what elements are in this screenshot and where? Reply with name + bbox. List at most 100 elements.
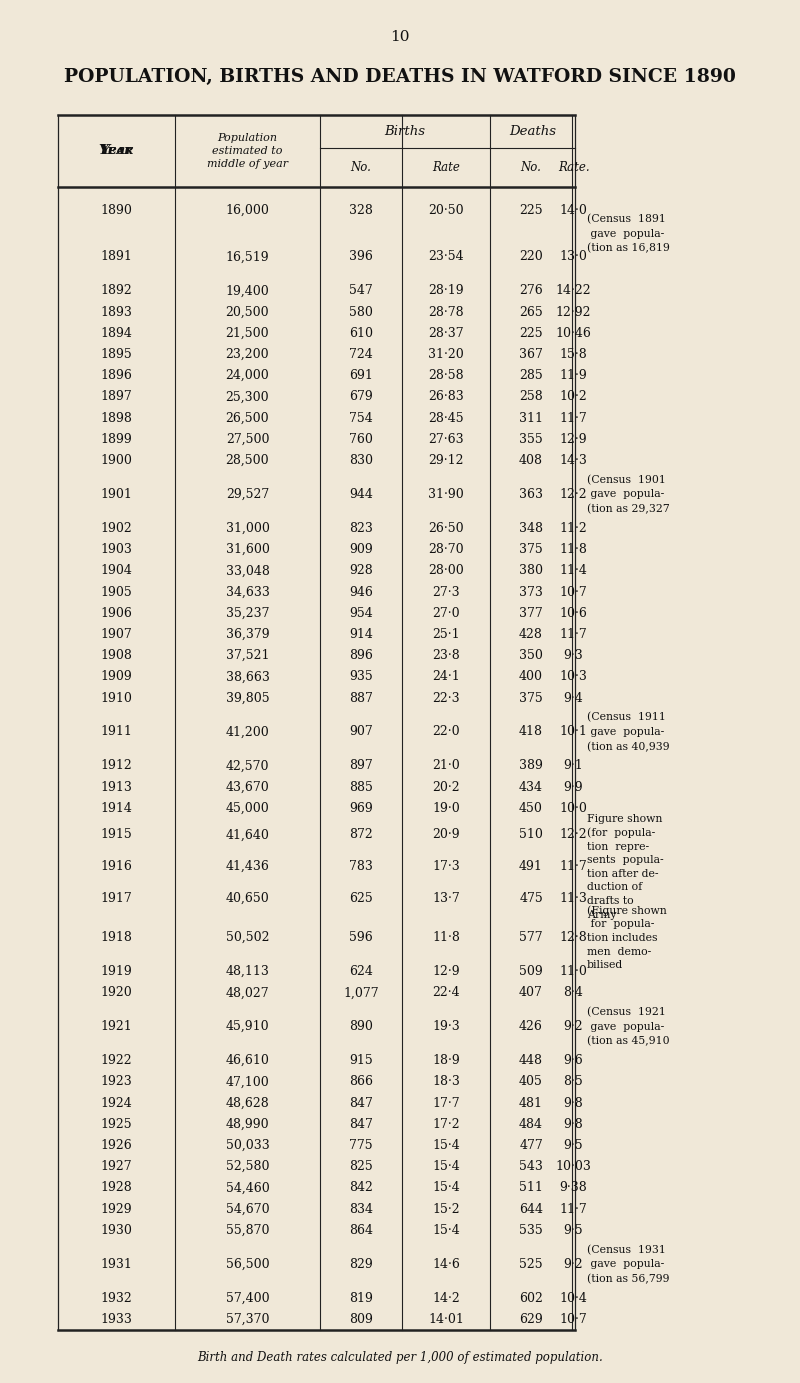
Text: 20,500: 20,500 (226, 306, 270, 318)
Text: 48,990: 48,990 (226, 1117, 270, 1131)
Text: 37,521: 37,521 (226, 649, 270, 662)
Text: 866: 866 (349, 1076, 373, 1088)
Text: 1925: 1925 (101, 1117, 132, 1131)
Text: 285: 285 (519, 369, 543, 382)
Text: Rate.: Rate. (558, 160, 590, 174)
Text: 11·2: 11·2 (560, 521, 587, 535)
Text: 477: 477 (519, 1140, 543, 1152)
Text: Figure shown
(for  popula-
tion  repre-
sents  popula-
tion after de-
duction of: Figure shown (for popula- tion repre- se… (587, 813, 664, 920)
Text: 11·7: 11·7 (560, 860, 587, 873)
Text: 20·9: 20·9 (432, 828, 460, 841)
Text: 12·2: 12·2 (560, 488, 587, 501)
Text: 625: 625 (349, 892, 373, 904)
Text: (Census  1911
 gave  popula-
(tion as 40,939: (Census 1911 gave popula- (tion as 40,93… (587, 712, 670, 752)
Text: 1899: 1899 (101, 433, 132, 445)
Text: 31·90: 31·90 (428, 488, 464, 501)
Text: 1901: 1901 (101, 488, 133, 501)
Text: 9·3: 9·3 (564, 649, 583, 662)
Text: 35,237: 35,237 (226, 607, 270, 620)
Text: 775: 775 (349, 1140, 373, 1152)
Text: 1916: 1916 (101, 860, 133, 873)
Text: 15·4: 15·4 (432, 1181, 460, 1195)
Text: 31,000: 31,000 (226, 521, 270, 535)
Text: 1897: 1897 (101, 390, 132, 404)
Text: 373: 373 (519, 585, 543, 599)
Text: 9·8: 9·8 (564, 1117, 583, 1131)
Text: 33,048: 33,048 (226, 564, 270, 577)
Text: 896: 896 (349, 649, 373, 662)
Text: 57,400: 57,400 (226, 1292, 270, 1304)
Text: 847: 847 (349, 1097, 373, 1109)
Text: 1904: 1904 (101, 564, 133, 577)
Text: 28·70: 28·70 (428, 544, 464, 556)
Text: 12·92: 12·92 (556, 306, 591, 318)
Text: 491: 491 (519, 860, 543, 873)
Text: 23,200: 23,200 (226, 349, 270, 361)
Text: 1902: 1902 (101, 521, 132, 535)
Text: 9·38: 9·38 (560, 1181, 587, 1195)
Text: 220: 220 (519, 250, 543, 264)
Text: 434: 434 (519, 780, 543, 794)
Text: 10·4: 10·4 (559, 1292, 587, 1304)
Text: No.: No. (350, 160, 371, 174)
Text: 57,370: 57,370 (226, 1312, 270, 1326)
Text: 1910: 1910 (101, 692, 133, 704)
Text: 484: 484 (519, 1117, 543, 1131)
Text: 1892: 1892 (101, 285, 132, 297)
Text: 10·1: 10·1 (559, 726, 587, 739)
Text: 1920: 1920 (101, 986, 132, 1000)
Text: 18·9: 18·9 (432, 1054, 460, 1068)
Text: 10·46: 10·46 (555, 326, 591, 340)
Text: 1926: 1926 (101, 1140, 132, 1152)
Text: 11·8: 11·8 (432, 931, 460, 945)
Text: 38,663: 38,663 (226, 671, 270, 683)
Text: 12·2: 12·2 (560, 828, 587, 841)
Text: 15·8: 15·8 (560, 349, 587, 361)
Text: 418: 418 (519, 726, 543, 739)
Text: 946: 946 (349, 585, 373, 599)
Text: 407: 407 (519, 986, 543, 1000)
Text: 1924: 1924 (101, 1097, 132, 1109)
Text: 1895: 1895 (101, 349, 132, 361)
Text: 864: 864 (349, 1224, 373, 1236)
Text: 276: 276 (519, 285, 543, 297)
Text: 872: 872 (349, 828, 373, 841)
Text: 1907: 1907 (101, 628, 132, 640)
Text: 396: 396 (349, 250, 373, 264)
Text: 1930: 1930 (101, 1224, 133, 1236)
Text: 783: 783 (349, 860, 373, 873)
Text: 10·6: 10·6 (559, 607, 587, 620)
Text: 1917: 1917 (101, 892, 132, 904)
Text: 47,100: 47,100 (226, 1076, 270, 1088)
Text: 9·2: 9·2 (564, 1021, 583, 1033)
Text: 819: 819 (349, 1292, 373, 1304)
Text: 27,500: 27,500 (226, 433, 270, 445)
Text: 847: 847 (349, 1117, 373, 1131)
Text: 9·4: 9·4 (564, 692, 583, 704)
Text: 1,077: 1,077 (343, 986, 379, 1000)
Text: 596: 596 (349, 931, 373, 945)
Text: 11·9: 11·9 (560, 369, 587, 382)
Text: 17·3: 17·3 (432, 860, 460, 873)
Text: 40,650: 40,650 (226, 892, 270, 904)
Text: 21·0: 21·0 (432, 759, 460, 773)
Text: 10: 10 (390, 30, 410, 44)
Text: 809: 809 (349, 1312, 373, 1326)
Text: 39,805: 39,805 (226, 692, 270, 704)
Text: 11·7: 11·7 (560, 628, 587, 640)
Text: 1893: 1893 (101, 306, 133, 318)
Text: 54,670: 54,670 (226, 1203, 270, 1216)
Text: 27·3: 27·3 (432, 585, 460, 599)
Text: 1932: 1932 (101, 1292, 132, 1304)
Text: 13·7: 13·7 (432, 892, 460, 904)
Text: 897: 897 (349, 759, 373, 773)
Text: (Figure shown
 for  popula-
tion includes
men  demo-
bilised: (Figure shown for popula- tion includes … (587, 906, 666, 969)
Text: 1898: 1898 (101, 412, 133, 425)
Text: 311: 311 (519, 412, 543, 425)
Text: 24,000: 24,000 (226, 369, 270, 382)
Text: 28·78: 28·78 (428, 306, 464, 318)
Text: 9·1: 9·1 (564, 759, 583, 773)
Text: 13·0: 13·0 (559, 250, 587, 264)
Text: 10·2: 10·2 (560, 390, 587, 404)
Text: 1896: 1896 (101, 369, 133, 382)
